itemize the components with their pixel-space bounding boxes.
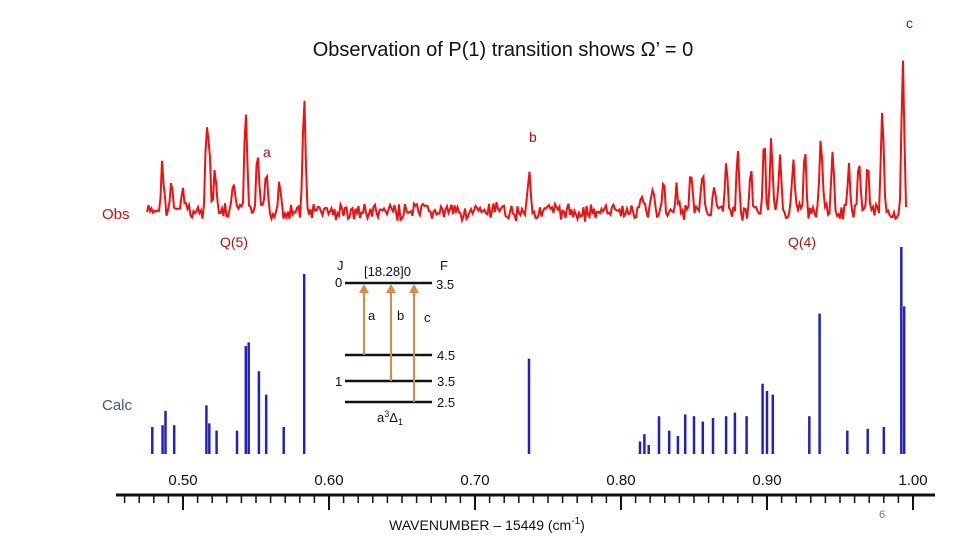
observed-spectrum-trace — [146, 60, 907, 224]
calc-series-label: Calc — [102, 397, 133, 414]
f-upper-value: 3.5 — [436, 277, 454, 292]
obs-annotation-b: b — [529, 129, 537, 145]
q5-label: Q(5) — [220, 234, 248, 250]
x-tick-label: 0.90 — [752, 472, 781, 489]
x-axis-title: WAVENUMBER – 15449 (cm-1) — [389, 516, 585, 533]
q4-label: Q(4) — [788, 234, 816, 250]
energy-level-diagram: J F [18.28]0 0 3.5 4.5 3.5 2.5 1 a3Δ1 a … — [335, 258, 455, 427]
transition-label-c: c — [424, 310, 431, 325]
transition-arrow-c — [409, 284, 419, 402]
page-number: 6 — [879, 509, 885, 521]
j-upper-value: 0 — [335, 275, 342, 290]
transition-arrow-b — [386, 284, 396, 381]
slide-title: Observation of P(1) transition shows Ω’ … — [313, 39, 694, 61]
obs-annotation-c: c — [906, 15, 913, 31]
j-lower-value: 1 — [335, 374, 342, 389]
upper-state-label: [18.28]0 — [364, 264, 411, 279]
f-lower-2.5: 2.5 — [437, 395, 455, 410]
f-lower-4.5: 4.5 — [437, 348, 455, 363]
lower-state-label: a3Δ1 — [377, 409, 403, 427]
x-tick-label: 0.50 — [168, 472, 197, 489]
transition-label-b: b — [397, 308, 404, 323]
transition-label-a: a — [368, 308, 376, 323]
x-axis-ticks: 0.50 0.60 0.70 0.80 0.90 1.00 — [123, 472, 928, 510]
obs-series-label: Obs — [102, 206, 130, 223]
j-header: J — [337, 258, 344, 273]
transition-arrow-a — [359, 284, 369, 355]
x-tick-label: 0.80 — [606, 472, 635, 489]
calculated-spectrum-lines — [151, 247, 906, 454]
x-tick-label: 1.00 — [898, 472, 927, 489]
x-tick-label: 0.70 — [460, 472, 489, 489]
x-tick-label: 0.60 — [314, 472, 343, 489]
f-header: F — [440, 258, 448, 273]
f-lower-3.5: 3.5 — [437, 374, 455, 389]
obs-annotation-a: a — [263, 144, 271, 160]
